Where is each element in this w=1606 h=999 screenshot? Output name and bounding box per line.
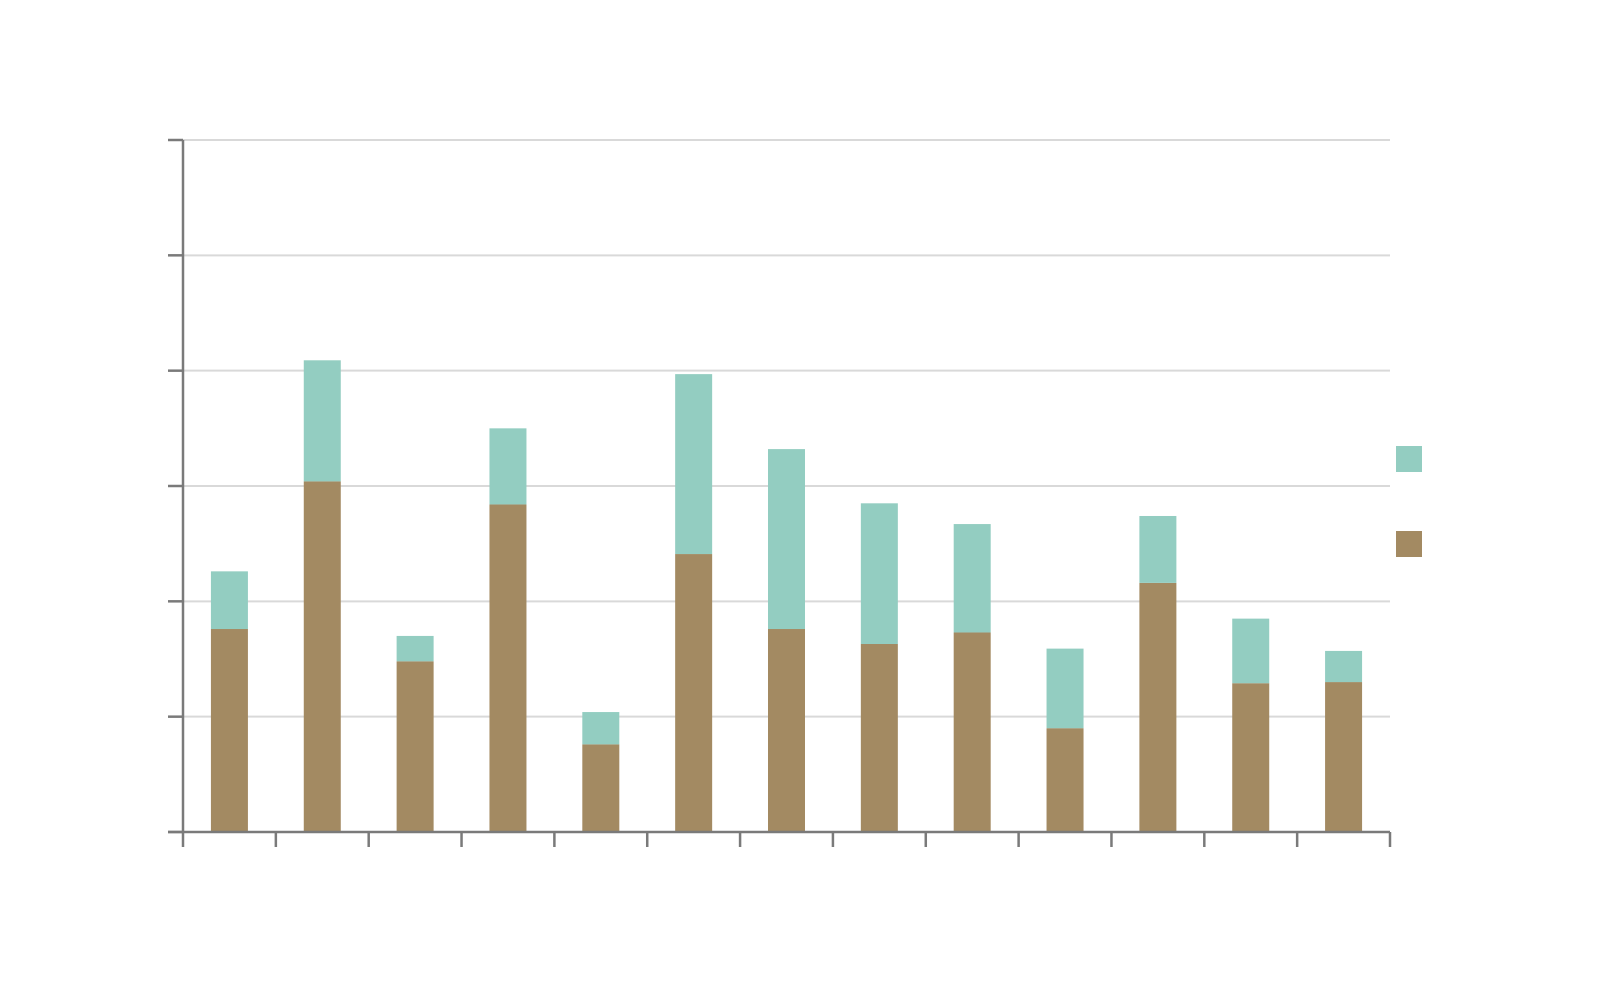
bar-segment-series-1: [953, 632, 991, 832]
bar-segment-series-1: [210, 629, 248, 832]
bar-segment-series-2: [675, 374, 713, 555]
bar-segment-series-2: [860, 503, 898, 645]
bar-segment-series-1: [1139, 582, 1177, 832]
bar-segment-series-1: [768, 629, 805, 832]
bar-segment-series-2: [303, 360, 341, 482]
bar-segment-series-1: [860, 644, 898, 832]
bar-segment-series-1: [1232, 683, 1270, 832]
bar-segment-series-1: [1325, 682, 1363, 832]
bar-segment-series-2: [1232, 618, 1270, 684]
bar-segment-series-2: [1325, 650, 1363, 683]
legend-swatch-series-1: [1396, 531, 1422, 557]
legend: [1396, 446, 1422, 557]
bar-segment-series-1: [582, 744, 620, 832]
bar-segment-series-2: [953, 524, 991, 633]
bar-segment-series-1: [489, 504, 527, 832]
bar-segment-series-2: [210, 571, 248, 630]
bar-segment-series-2: [396, 635, 434, 662]
bar-segment-series-2: [582, 712, 620, 745]
axes: [168, 138, 1392, 847]
bar-segment-series-1: [396, 661, 434, 832]
bar-segment-series-2: [489, 428, 527, 505]
bars: [210, 360, 1363, 832]
bar-segment-series-1: [675, 554, 713, 832]
bar-segment-series-1: [1046, 728, 1084, 832]
bar-segment-series-2: [1139, 515, 1177, 583]
bar-segment-series-2: [768, 449, 805, 630]
bar-segment-series-1: [303, 481, 341, 832]
bar-segment-series-2: [1046, 648, 1084, 729]
legend-swatch-series-2: [1396, 446, 1422, 472]
